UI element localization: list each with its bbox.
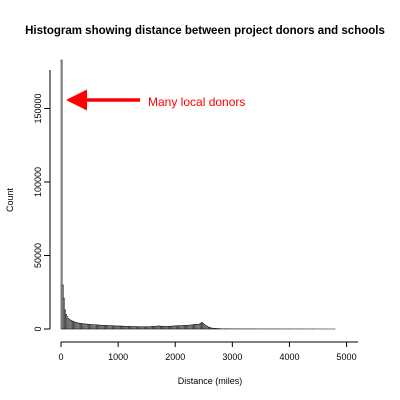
y-axis-ticks: [44, 108, 50, 330]
x-axis-tick-label: 0: [58, 352, 63, 362]
annotation-text: Many local donors: [148, 95, 245, 109]
x-axis-tick-label: 2000: [165, 352, 185, 362]
y-axis-tick-label: 50000: [33, 243, 43, 268]
x-axis-tick-labels: 0 1000 2000 3000 4000 5000: [58, 352, 356, 362]
y-axis-tick-labels: 0 50000 100000 150000: [33, 93, 43, 331]
x-axis-tick-label: 4000: [279, 352, 299, 362]
x-axis-tick-label: 5000: [337, 352, 357, 362]
y-axis-label: Count: [5, 188, 15, 213]
annotation: Many local donors: [66, 89, 245, 111]
y-axis-tick-label: 100000: [33, 167, 43, 197]
x-axis-label: Distance (miles): [178, 376, 243, 386]
x-axis-tick-label: 1000: [108, 352, 128, 362]
histogram-bars: [60, 59, 336, 330]
y-axis-tick-label: 0: [33, 326, 43, 331]
chart-title: Histogram showing distance between proje…: [25, 25, 385, 37]
x-axis-tick-label: 3000: [222, 352, 242, 362]
histogram-bar: [60, 59, 63, 330]
y-axis-tick-label: 150000: [33, 93, 43, 123]
x-axis-ticks: [60, 342, 348, 347]
